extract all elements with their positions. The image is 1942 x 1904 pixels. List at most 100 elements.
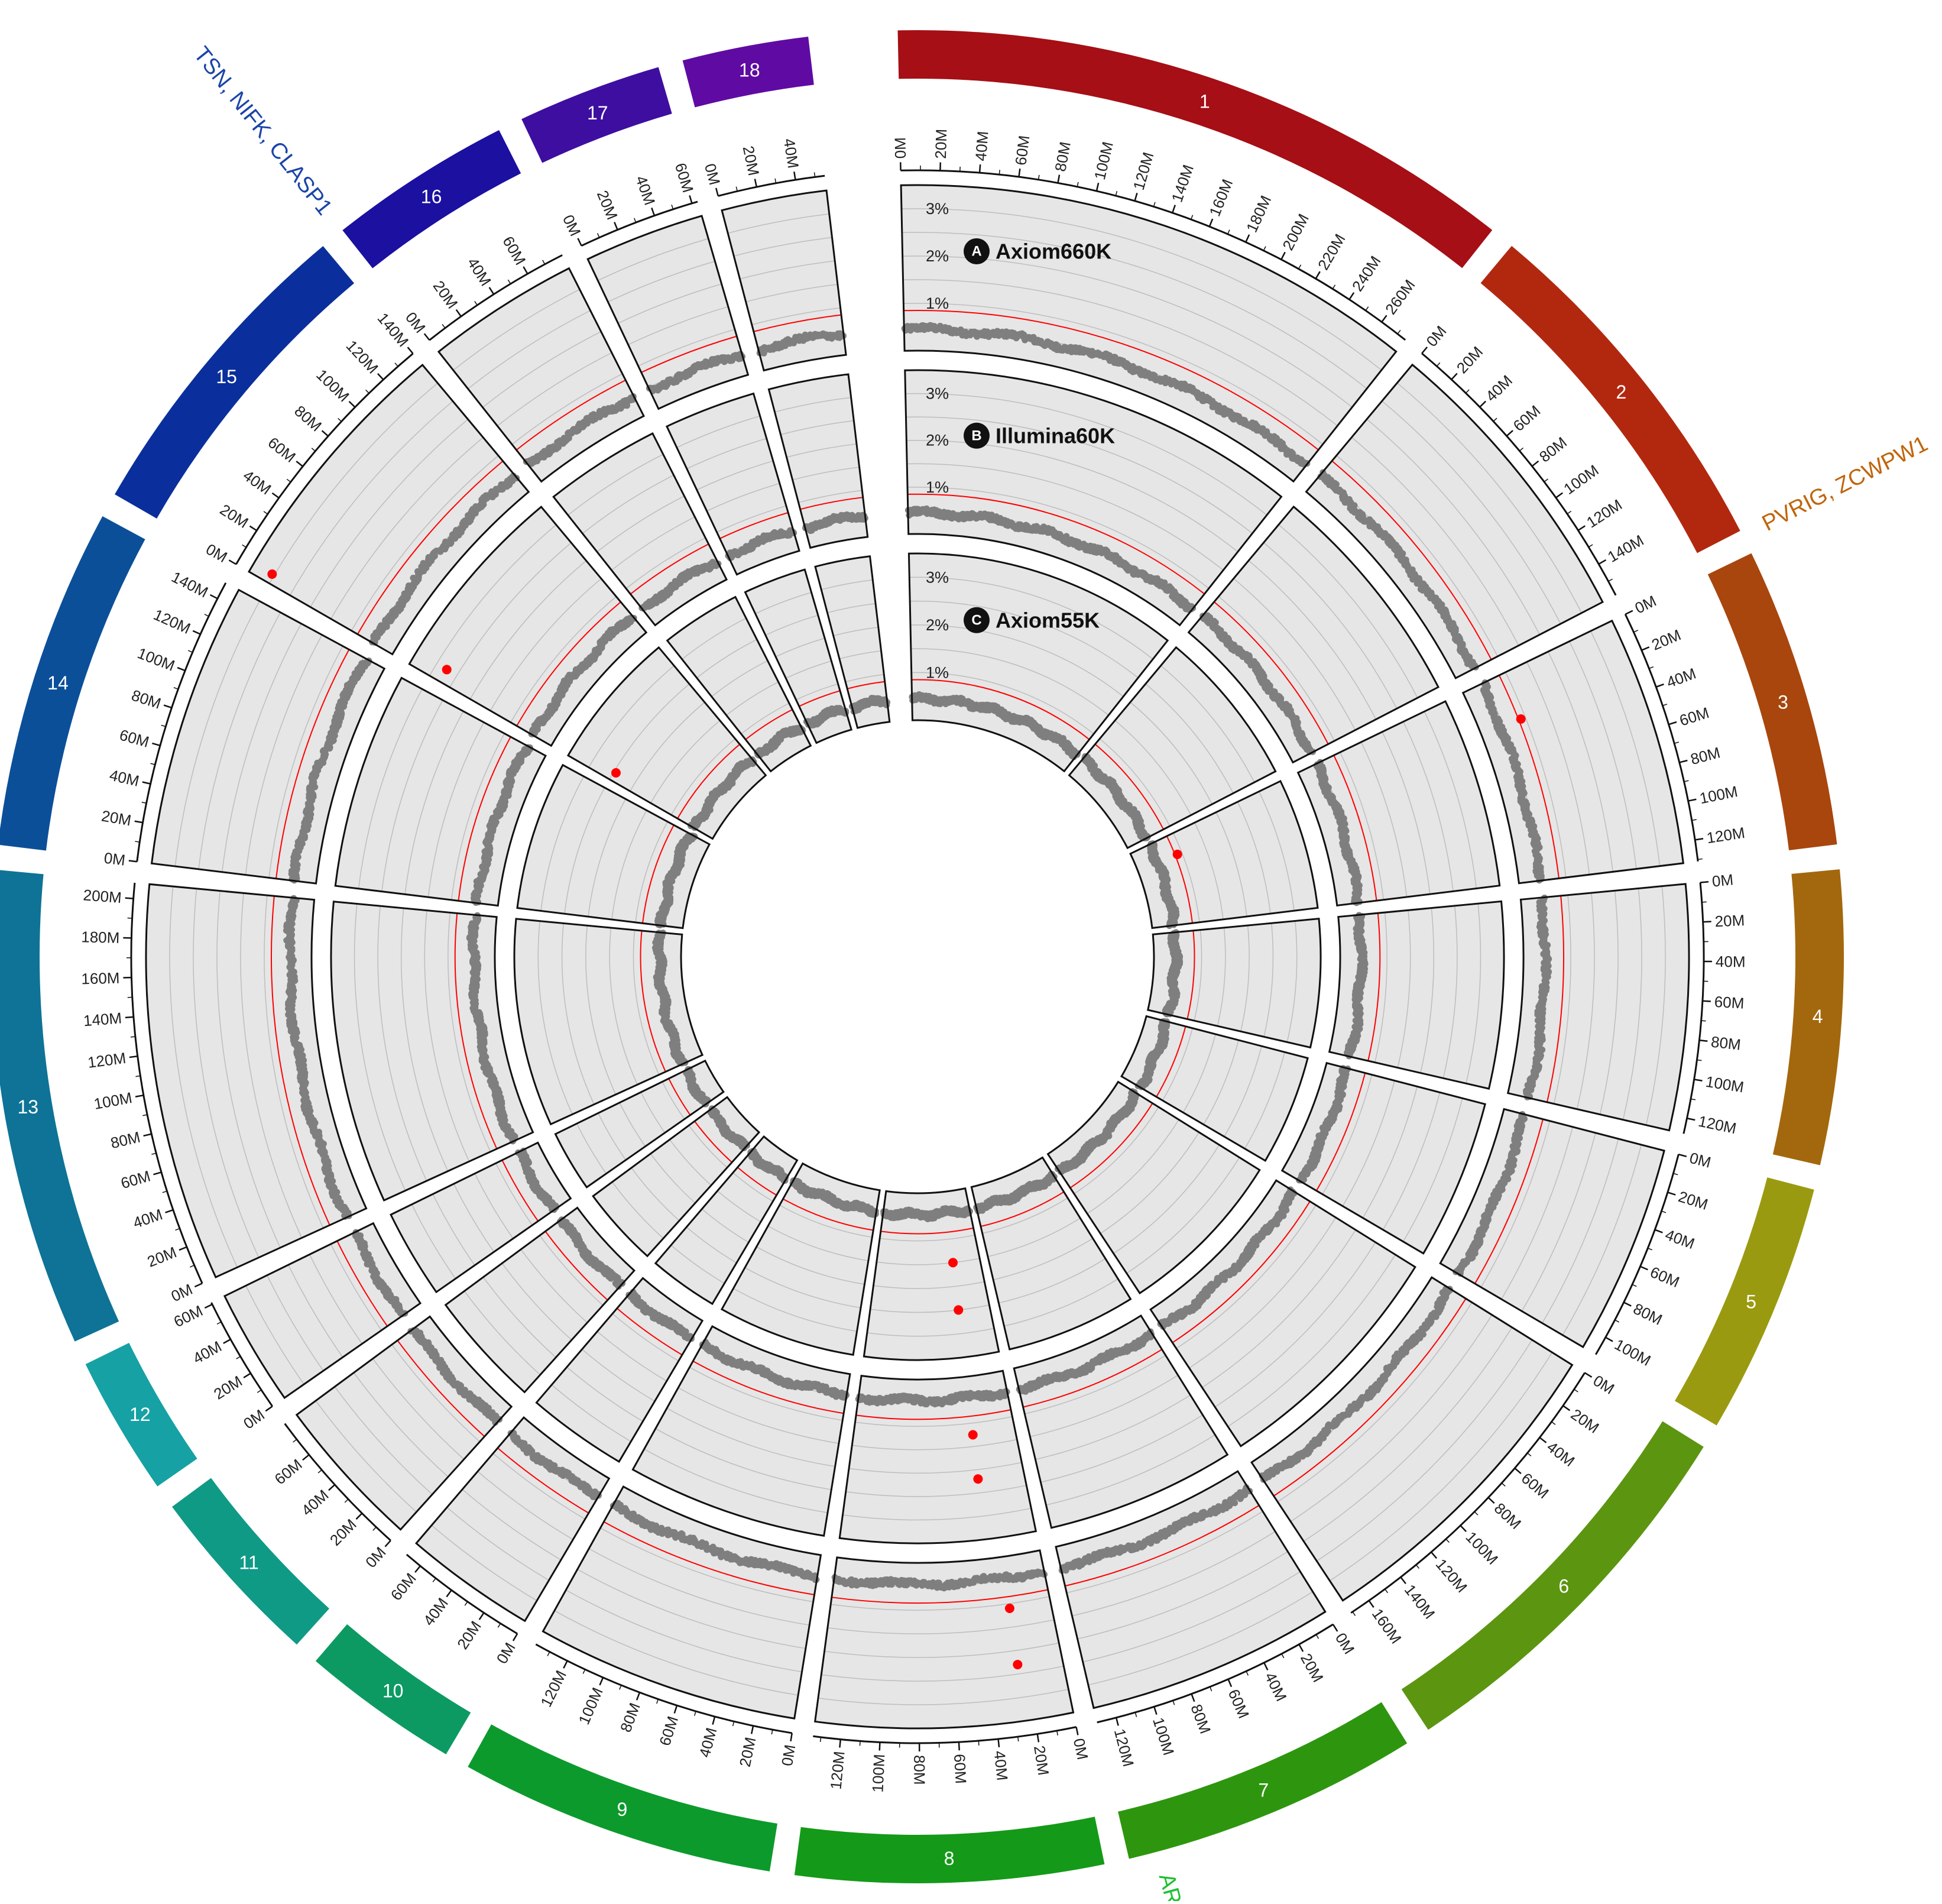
axis-tick (1299, 1644, 1303, 1652)
axis-tick-label: 100M (92, 1089, 133, 1113)
axis-tick (415, 1566, 420, 1572)
axis-tick (205, 1304, 212, 1308)
axis-tick-label: 180M (1243, 193, 1275, 235)
axis-tick (153, 1172, 161, 1174)
axis-tick-label: 40M (1482, 371, 1516, 405)
axis-tick-label: 100M (1149, 1715, 1178, 1757)
chromosome-band-4 (1773, 869, 1844, 1165)
axis-arc (813, 1727, 1076, 1743)
axis-tick (563, 1661, 567, 1669)
axis-tick-label: 120M (151, 605, 193, 637)
axis-tick-label: 80M (1536, 433, 1570, 466)
axis-tick-label: 0M (891, 137, 909, 159)
axis-tick (229, 560, 236, 564)
axis-tick-label: 200M (83, 886, 122, 906)
axis-tick (303, 1455, 309, 1460)
axis-tick (1264, 1663, 1267, 1670)
axis-tick-label: 100M (1698, 782, 1739, 807)
axis-tick-label: 0M (203, 540, 230, 566)
axis-tick (1038, 1734, 1039, 1742)
chromosome-label: 5 (1746, 1291, 1756, 1312)
axis-tick-label: 20M (210, 1372, 245, 1403)
axis-minor-tick (1191, 215, 1193, 220)
axis-minor-tick (1552, 1421, 1555, 1424)
axis-minor-tick (634, 218, 636, 222)
axis-tick-label: 0M (778, 1743, 799, 1767)
chromosome-label: 15 (216, 366, 237, 387)
axis-minor-tick (373, 1527, 377, 1531)
axis-tick (456, 310, 461, 316)
chromosome-label: 9 (617, 1799, 627, 1820)
axis-tick-label: 180M (81, 928, 120, 947)
axis-tick-label: 220M (1314, 231, 1349, 273)
chromosome-label: 2 (1616, 381, 1626, 403)
axis-tick (1210, 219, 1212, 226)
chromosome-label: 18 (739, 60, 760, 81)
axis-tick-label: 100M (1612, 1335, 1654, 1369)
axis-minor-tick (1263, 247, 1266, 251)
axis-tick (1641, 1267, 1648, 1270)
axis-tick (244, 1374, 251, 1378)
axis-tick-label: 60M (672, 161, 697, 195)
axis-tick-label: 20M (1676, 1187, 1710, 1213)
axis-tick (1625, 611, 1633, 614)
axis-tick (408, 347, 413, 354)
chromosome-label: 16 (421, 186, 442, 208)
axis-tick (1695, 838, 1703, 840)
axis-tick-label: 60M (171, 1301, 206, 1330)
axis-tick-label: 100M (575, 1685, 607, 1727)
axis-minor-tick (1416, 1565, 1419, 1568)
axis-tick (1556, 493, 1562, 498)
axis-tick (637, 1692, 640, 1700)
axis-tick-label: 40M (780, 137, 802, 170)
track-panel (1463, 621, 1684, 883)
axis-minor-tick (978, 1741, 979, 1746)
axis-tick (1585, 1373, 1592, 1377)
axis-tick (1515, 1468, 1521, 1474)
axis-tick-label: 0M (168, 1280, 195, 1305)
axis-minor-tick (287, 479, 290, 482)
axis-tick-label: 20M (1568, 1405, 1603, 1437)
axis-tick-label: 200M (1279, 211, 1312, 254)
axis-tick (1532, 461, 1539, 467)
axis-minor-tick (1615, 1320, 1619, 1322)
axis-minor-tick (1544, 479, 1548, 482)
axis-tick-label: 60M (951, 1753, 970, 1784)
axis-tick-label: 60M (656, 1714, 682, 1748)
chromosome-band-9 (468, 1724, 777, 1871)
axis-tick-label: 140M (1604, 531, 1646, 565)
chromosome-label: 14 (47, 672, 69, 694)
axis-tick-label: 0M (240, 1406, 268, 1432)
axis-tick (614, 222, 617, 230)
axis-tick-label: 0M (1422, 322, 1450, 350)
axis-tick (296, 461, 303, 467)
axis-tick (378, 374, 384, 380)
axis-tick (249, 526, 257, 531)
axis-minor-tick (508, 280, 510, 284)
axis-tick-label: 60M (271, 1455, 306, 1488)
axis-tick (177, 668, 185, 671)
chromosome-label: 17 (587, 102, 608, 124)
chromosome-label: 3 (1778, 691, 1788, 713)
axis-tick (1281, 252, 1285, 259)
axis-tick-label: 40M (695, 1725, 720, 1759)
axis-tick (1669, 722, 1677, 724)
axis-tick (1668, 1192, 1675, 1194)
axis-tick-label: 40M (1716, 953, 1746, 970)
axis-tick-label: 20M (430, 277, 462, 312)
axis-tick (1656, 684, 1664, 687)
axis-tick (523, 267, 527, 274)
axis-minor-tick (264, 511, 268, 514)
axis-tick (385, 1540, 390, 1546)
axis-tick-label: 120M (86, 1049, 127, 1071)
axis-tick-label: 0M (1632, 592, 1659, 617)
axis-tick-label: 20M (736, 1735, 760, 1769)
axis-tick-label: 40M (972, 131, 992, 162)
axis-tick-label: 80M (1051, 140, 1074, 173)
axis-minor-tick (366, 390, 369, 393)
axis-tick-label: 0M (1688, 1149, 1713, 1171)
axis-tick (1116, 1718, 1118, 1726)
axis-tick (179, 1247, 187, 1250)
axis-tick-label: 100M (313, 366, 352, 406)
axis-tick-label: 120M (537, 1667, 570, 1710)
